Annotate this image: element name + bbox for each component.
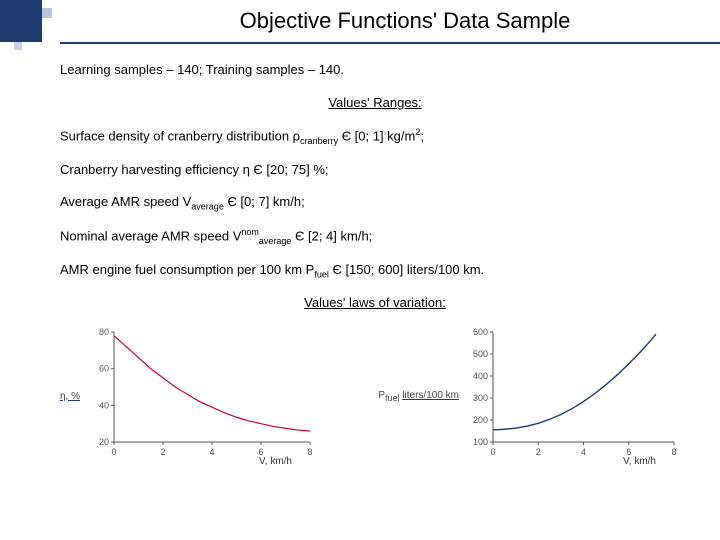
chart-right-wrap: Pfuel liters/100 km 100 200 300 400 500 600 0 2… [378,326,680,466]
svg-text:20: 20 [99,437,109,447]
charts-row: η, % 2040608002468V, km/h Pfuel liters/1… [60,326,690,466]
chart-right-ylabel: Pfuel liters/100 km [378,390,459,403]
subscript: average [259,236,292,246]
svg-text:8: 8 [671,447,676,457]
ranges-heading: Values' Ranges: [60,95,690,110]
text: Є [0; 7] km/h; [224,194,305,209]
laws-heading: Values' laws of variation: [60,295,690,310]
range-item-avg-speed: Average AMR speed Vaverage Є [0; 7] km/h… [60,193,690,213]
svg-text:80: 80 [99,327,109,337]
svg-text:60: 60 [99,364,109,374]
text: Average AMR speed V [60,194,191,209]
ylabel-text: η, % [60,391,80,402]
svg-text:0: 0 [490,447,495,457]
ylabel-sub: fuel [385,393,400,403]
text: Nominal average AMR speed V [60,229,241,244]
chart-left-wrap: η, % 2040608002468V, km/h [60,326,316,466]
subscript: cranberry [300,136,338,146]
svg-text:2: 2 [536,447,541,457]
svg-text:4: 4 [581,447,586,457]
range-item-fuel: AMR engine fuel consumption per 100 km P… [60,261,690,281]
svg-text:300: 300 [473,393,488,403]
svg-text:500: 500 [473,349,488,359]
samples-line: Learning samples – 140; Training samples… [60,62,690,77]
range-item-efficiency: Cranberry harvesting efficiency η Є [20;… [60,161,690,179]
ylabel-suffix: liters/100 km [402,390,459,401]
svg-text:600: 600 [473,327,488,337]
svg-text:4: 4 [210,447,215,457]
chart-left-ylabel: η, % [60,391,80,402]
svg-text:200: 200 [473,415,488,425]
text: ; [420,128,424,143]
svg-text:V, km/h: V, km/h [623,456,656,466]
text: Surface density of cranberry distributio… [60,128,300,143]
superscript: nom [241,227,259,237]
svg-text:8: 8 [308,447,313,457]
svg-text:40: 40 [99,400,109,410]
text: Є [150; 600] liters/100 km. [329,262,484,277]
ylabel-prefix: P [378,390,385,401]
svg-text:100: 100 [473,437,488,447]
range-item-nom-speed: Nominal average AMR speed Vnomaverage Є … [60,226,690,247]
range-item-density: Surface density of cranberry distributio… [60,126,690,147]
accent-square [42,8,52,18]
accent-square [14,42,22,50]
fuel-chart: 10020030040050060002468V, km/h [465,326,680,466]
svg-text:0: 0 [112,447,117,457]
slide-title: Objective Functions' Data Sample [60,8,690,34]
svg-text:V, km/h: V, km/h [259,456,292,466]
subscript: fuel [314,270,329,280]
efficiency-chart: 2040608002468V, km/h [86,326,316,466]
slide-content: Objective Functions' Data Sample Learnin… [60,8,690,466]
svg-text:2: 2 [161,447,166,457]
text: AMR engine fuel consumption per 100 km P [60,262,314,277]
svg-text:400: 400 [473,371,488,381]
subscript: average [191,201,224,211]
text: Є [0; 1] kg/m [338,128,415,143]
text: Є [2; 4] km/h; [291,229,372,244]
slide-corner-accent [0,0,42,42]
